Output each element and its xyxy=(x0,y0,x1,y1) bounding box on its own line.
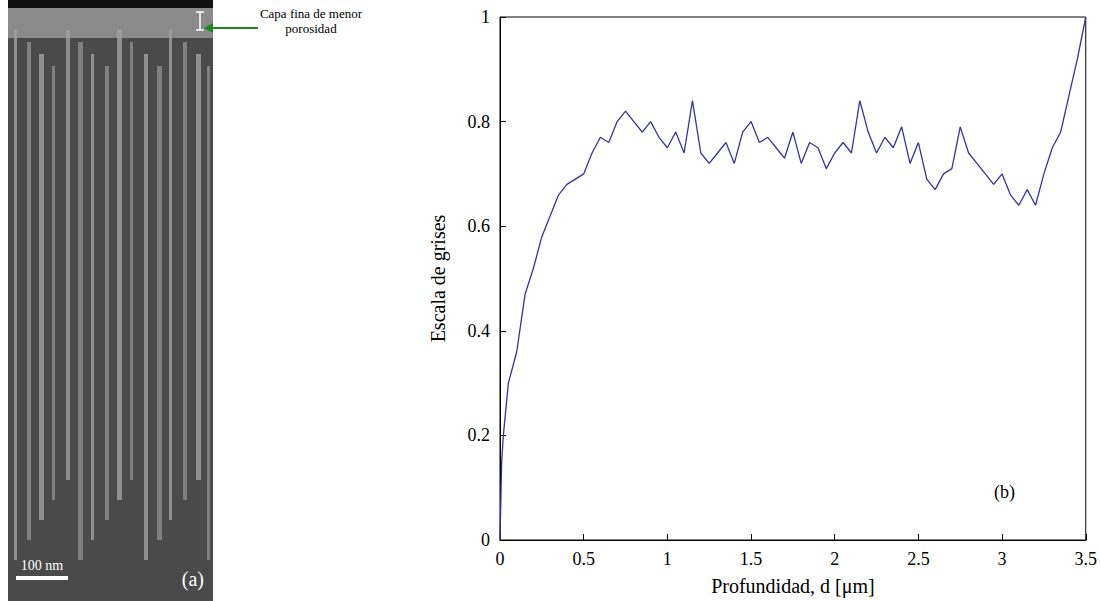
svg-text:(b): (b) xyxy=(994,482,1015,503)
svg-text:0.6: 0.6 xyxy=(468,216,491,236)
svg-text:2.5: 2.5 xyxy=(907,549,930,569)
svg-text:1: 1 xyxy=(481,7,490,27)
svg-text:(a): (a) xyxy=(182,568,204,591)
svg-text:1: 1 xyxy=(663,549,672,569)
svg-text:1.5: 1.5 xyxy=(740,549,763,569)
svg-text:Profundidad, d [μm]: Profundidad, d [μm] xyxy=(711,575,874,598)
svg-text:0.5: 0.5 xyxy=(572,549,595,569)
svg-text:0.2: 0.2 xyxy=(468,425,491,445)
svg-text:0.4: 0.4 xyxy=(468,321,491,341)
svg-text:0: 0 xyxy=(481,530,490,550)
svg-text:Escala de grises: Escala de grises xyxy=(427,214,450,342)
svg-text:3.5: 3.5 xyxy=(1075,549,1098,569)
svg-text:0: 0 xyxy=(496,549,505,569)
svg-text:3: 3 xyxy=(998,549,1007,569)
svg-text:2: 2 xyxy=(830,549,839,569)
svg-text:100 nm: 100 nm xyxy=(21,558,64,573)
svg-text:0.8: 0.8 xyxy=(468,112,491,132)
html-text:Capa fina de menor porosidad: Capa fina de menor porosidad xyxy=(259,6,363,36)
